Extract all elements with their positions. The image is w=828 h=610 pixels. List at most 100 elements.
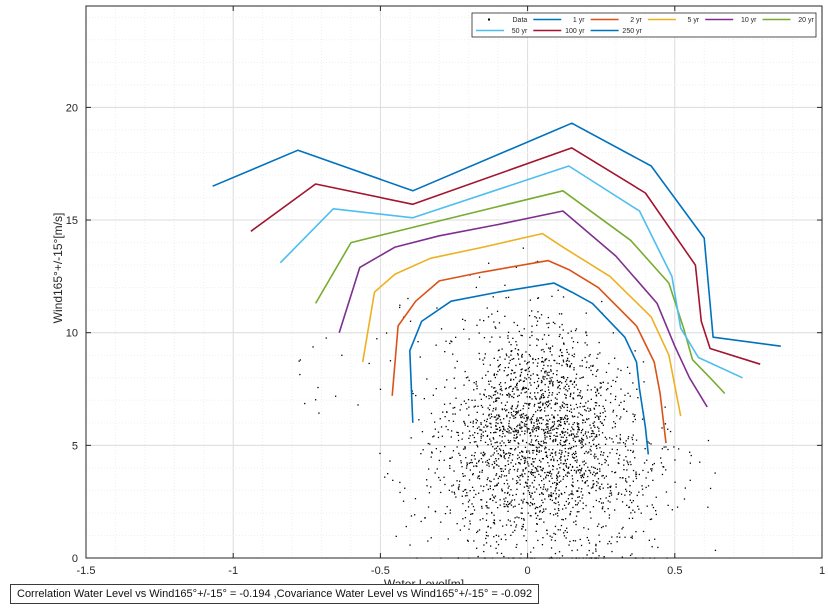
- scatter-point: [575, 504, 577, 506]
- scatter-point: [474, 432, 476, 434]
- scatter-point: [532, 452, 534, 454]
- scatter-point: [497, 458, 500, 460]
- scatter-point: [519, 379, 521, 381]
- scatter-point: [518, 394, 520, 397]
- scatter-point: [620, 369, 622, 372]
- scatter-point: [531, 331, 533, 333]
- scatter-point: [424, 517, 426, 519]
- scatter-point: [563, 377, 565, 379]
- scatter-point: [513, 499, 516, 501]
- scatter-point: [579, 464, 581, 467]
- scatter-point: [560, 439, 562, 442]
- scatter-point: [565, 403, 567, 406]
- scatter-point: [542, 402, 544, 404]
- scatter-point: [462, 490, 464, 492]
- scatter-point: [483, 393, 485, 395]
- scatter-point: [550, 369, 552, 371]
- scatter-point: [620, 493, 623, 495]
- scatter-point: [472, 426, 474, 428]
- scatter-point: [532, 472, 534, 474]
- scatter-point: [581, 480, 584, 482]
- scatter-point: [462, 503, 464, 505]
- scatter-point: [376, 338, 378, 340]
- scatter-point: [502, 425, 505, 428]
- scatter-point: [482, 451, 485, 454]
- scatter-point: [529, 505, 531, 507]
- scatter-point: [645, 486, 647, 489]
- scatter-point: [585, 312, 587, 314]
- scatter-point: [554, 490, 556, 492]
- scatter-point: [578, 429, 580, 431]
- scatter-point: [514, 386, 516, 388]
- scatter-point: [605, 525, 607, 527]
- scatter-point: [557, 414, 559, 416]
- scatter-point: [581, 437, 583, 440]
- scatter-point: [528, 376, 530, 379]
- scatter-point: [520, 512, 522, 514]
- scatter-point: [423, 398, 425, 400]
- scatter-point: [385, 332, 388, 334]
- scatter-point: [554, 508, 556, 510]
- scatter-point: [579, 365, 581, 367]
- scatter-point: [521, 525, 523, 528]
- scatter-point: [595, 550, 597, 552]
- scatter-point: [473, 509, 476, 511]
- scatter-point: [486, 426, 488, 428]
- scatter-point: [572, 397, 574, 400]
- scatter-point: [522, 386, 525, 388]
- scatter-point: [678, 448, 680, 450]
- scatter-point: [602, 506, 604, 508]
- scatter-point: [456, 360, 458, 362]
- scatter-point: [551, 477, 553, 479]
- scatter-point: [529, 396, 531, 399]
- scatter-point: [489, 487, 491, 490]
- scatter-point: [500, 449, 502, 451]
- scatter-point: [546, 456, 549, 458]
- legend-label: 250 yr: [622, 28, 642, 35]
- scatter-point: [476, 444, 478, 446]
- scatter-point: [553, 423, 556, 425]
- scatter-point: [510, 407, 512, 409]
- scatter-point: [547, 401, 549, 403]
- scatter-point: [529, 457, 531, 459]
- scatter-point: [565, 414, 567, 417]
- scatter-point: [495, 547, 497, 549]
- scatter-point: [595, 434, 598, 436]
- scatter-point: [552, 456, 554, 458]
- scatter-point: [548, 432, 550, 434]
- scatter-point: [611, 550, 613, 553]
- scatter-point: [529, 336, 531, 339]
- scatter-point: [576, 459, 578, 461]
- scatter-point: [631, 553, 633, 555]
- scatter-point: [473, 389, 475, 391]
- scatter-point: [483, 426, 485, 428]
- scatter-point: [499, 388, 501, 391]
- scatter-point: [537, 435, 539, 437]
- y-tick-label: 20: [66, 102, 78, 114]
- scatter-point: [513, 434, 515, 436]
- scatter-point: [632, 451, 634, 453]
- scatter-point: [462, 475, 464, 477]
- scatter-point: [469, 490, 471, 492]
- scatter-point: [619, 442, 621, 444]
- scatter-point: [522, 405, 525, 407]
- scatter-point: [494, 448, 496, 450]
- scatter-point: [505, 475, 508, 477]
- scatter-point: [545, 358, 548, 360]
- scatter-point: [545, 415, 547, 417]
- scatter-point: [557, 529, 559, 531]
- scatter-point: [632, 382, 634, 384]
- scatter-point: [526, 429, 529, 431]
- scatter-point: [522, 523, 524, 526]
- scatter-point: [527, 362, 529, 364]
- scatter-point: [482, 461, 484, 463]
- scatter-point: [565, 537, 567, 539]
- scatter-point: [510, 524, 512, 527]
- scatter-point: [489, 485, 491, 487]
- scatter-point: [471, 486, 474, 488]
- scatter-point: [598, 443, 600, 445]
- scatter-point: [540, 469, 542, 471]
- scatter-point: [506, 374, 508, 377]
- scatter-point: [550, 399, 552, 402]
- scatter-point: [524, 456, 526, 458]
